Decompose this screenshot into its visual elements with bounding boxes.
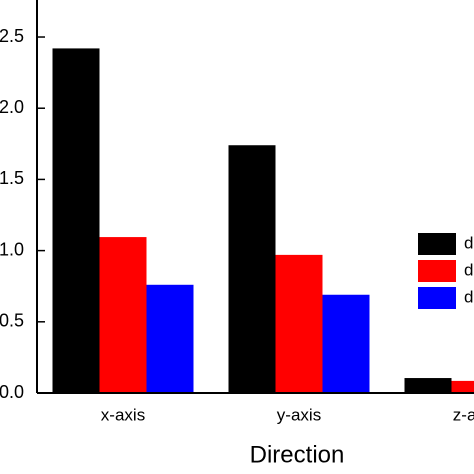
legend-label: d xyxy=(464,260,473,279)
legend-swatch xyxy=(418,260,456,282)
y-tick-label: 2.0 xyxy=(0,97,24,117)
y-tick-label: 2.5 xyxy=(0,26,24,46)
legend-swatch xyxy=(418,287,456,309)
bar xyxy=(404,378,452,393)
bar xyxy=(322,294,370,393)
x-tick-label: z-axis xyxy=(453,405,474,424)
x-tick-label: y-axis xyxy=(277,405,321,424)
y-tick-label: 0.5 xyxy=(0,311,24,331)
bar xyxy=(52,48,100,393)
y-tick-label: 1.0 xyxy=(0,239,24,259)
x-tick-label: x-axis xyxy=(101,405,145,424)
bar xyxy=(99,237,147,393)
legend-label: d xyxy=(464,287,473,306)
legend-label: d xyxy=(464,233,473,252)
bar xyxy=(451,380,474,393)
bar xyxy=(275,254,323,393)
bar xyxy=(228,145,276,393)
bar xyxy=(146,284,194,393)
legend-swatch xyxy=(418,233,456,255)
y-tick-label: 1.5 xyxy=(0,168,24,188)
y-tick-label: 0.0 xyxy=(0,382,24,402)
x-axis-title: Direction xyxy=(250,441,345,468)
